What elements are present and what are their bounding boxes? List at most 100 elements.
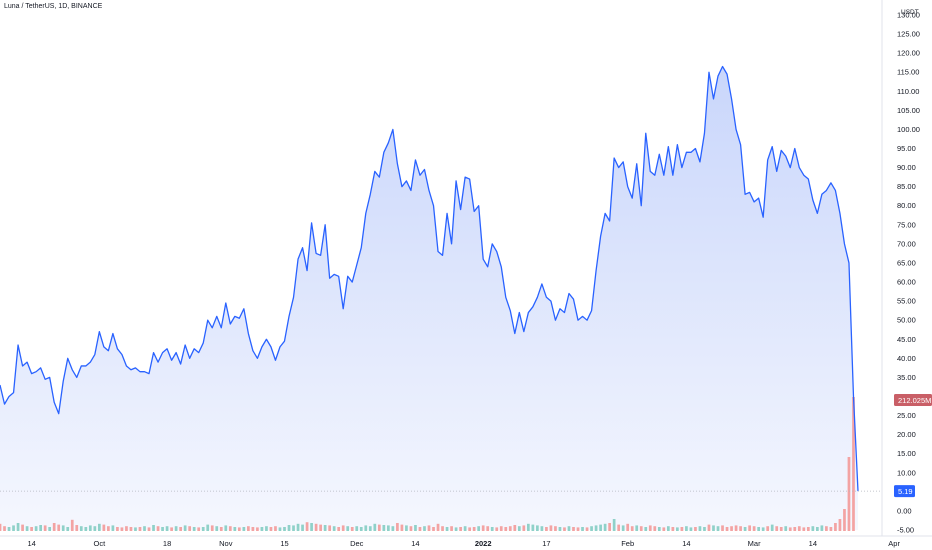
volume-bar — [70, 519, 74, 531]
volume-bar — [364, 525, 368, 531]
volume-bar — [233, 527, 237, 531]
volume-bar — [156, 526, 160, 531]
volume-bar — [305, 522, 309, 531]
volume-bar — [337, 527, 341, 531]
volume-bar — [332, 526, 336, 531]
volume-bar — [784, 526, 788, 531]
volume-bar — [292, 525, 295, 531]
volume-tag — [894, 394, 932, 406]
volume-bar — [93, 526, 97, 531]
volume-bar — [260, 527, 264, 531]
price-tick-label: 25.00 — [897, 411, 916, 420]
volume-bar — [215, 526, 219, 531]
price-line-path — [0, 65, 859, 492]
volume-bar — [88, 525, 92, 531]
volume-bar — [725, 527, 729, 531]
time-tick-label: 15 — [280, 539, 288, 548]
volume-bar — [766, 526, 770, 531]
volume-bar — [183, 525, 187, 531]
volume-bar — [567, 526, 571, 531]
volume-bar — [359, 527, 363, 531]
time-tick-label: 14 — [411, 539, 419, 548]
volume-bar — [188, 526, 192, 531]
volume-bar — [495, 527, 499, 531]
volume-bar — [7, 527, 11, 531]
volume-bar — [269, 527, 273, 531]
price-tick-label: 75.00 — [897, 220, 916, 229]
volume-bar — [161, 527, 164, 531]
volume-bar — [12, 525, 15, 531]
price-tick-label: 130.00 — [897, 11, 920, 20]
volume-bar — [816, 527, 819, 531]
volume-bar — [206, 524, 210, 531]
volume-bar — [57, 524, 61, 531]
volume-bar — [454, 527, 458, 531]
volume-bar — [0, 523, 2, 531]
volume-bar — [797, 526, 801, 531]
price-area — [0, 66, 858, 530]
volume-bar — [274, 526, 277, 531]
volume-bar — [165, 526, 169, 531]
volume-bar — [314, 523, 318, 531]
price-tick-label: 20.00 — [897, 430, 916, 439]
volume-bar — [531, 524, 535, 531]
volume-bar — [490, 527, 494, 531]
volume-bar — [368, 526, 372, 531]
volume-bar — [761, 527, 765, 531]
volume-bar — [377, 524, 381, 531]
volume-bar — [477, 526, 481, 531]
volume-bar — [712, 525, 715, 531]
volume-bar — [143, 526, 146, 531]
volume-bar — [414, 525, 417, 531]
volume-bar — [52, 523, 56, 531]
price-axis[interactable]: USDT -5.000.005.0010.0015.0020.0025.0030… — [881, 0, 920, 536]
volume-bar — [319, 524, 322, 531]
volume-bar — [405, 525, 408, 531]
price-tick-label: 60.00 — [897, 278, 916, 287]
time-tick-label: Dec — [350, 539, 364, 548]
volume-bar — [66, 527, 70, 531]
volume-bar — [617, 524, 621, 531]
volume-bar — [418, 527, 422, 531]
volume-bar — [256, 527, 259, 531]
chart-title: Luna / TetherUS, 1D, BINANCE — [4, 3, 103, 10]
volume-bar — [576, 527, 580, 531]
volume-bar — [603, 523, 607, 531]
volume-bar — [752, 526, 756, 531]
volume-bar — [30, 527, 33, 531]
volume-bar — [838, 519, 842, 531]
time-tick-label: 17 — [542, 539, 550, 548]
volume-bar — [450, 526, 453, 531]
volume-bar — [125, 526, 128, 531]
volume-bar — [129, 527, 133, 531]
last-price-tag — [894, 485, 915, 498]
price-tick-label: 105.00 — [897, 106, 920, 115]
volume-bar — [423, 526, 426, 531]
volume-bar — [739, 526, 742, 531]
volume-bar — [743, 527, 747, 531]
price-tick-label: 65.00 — [897, 258, 916, 267]
price-tick-label: 120.00 — [897, 49, 920, 58]
time-tick-label: 14 — [809, 539, 817, 548]
volume-bar — [734, 525, 738, 531]
volume-bar — [820, 525, 824, 531]
volume-bar — [39, 525, 42, 531]
volume-bar — [373, 523, 377, 531]
volume-bar — [852, 397, 855, 531]
time-axis[interactable]: 14Oct18Nov15Dec14202217Feb14Mar14Apr18Ma… — [0, 535, 932, 548]
time-tick-label: 14 — [27, 539, 35, 548]
volume-bar — [825, 526, 828, 531]
volume-bar — [61, 525, 65, 531]
volume-bar — [554, 526, 557, 531]
volume-bar — [635, 525, 639, 531]
price-tick-label: 80.00 — [897, 201, 916, 210]
volume-bar — [107, 526, 110, 531]
volume-bar — [427, 525, 431, 531]
volume-bar — [793, 527, 797, 531]
price-area-fill — [0, 66, 858, 530]
volume-bar — [102, 524, 106, 531]
volume-bar — [698, 526, 702, 531]
volume-bar — [283, 527, 286, 531]
